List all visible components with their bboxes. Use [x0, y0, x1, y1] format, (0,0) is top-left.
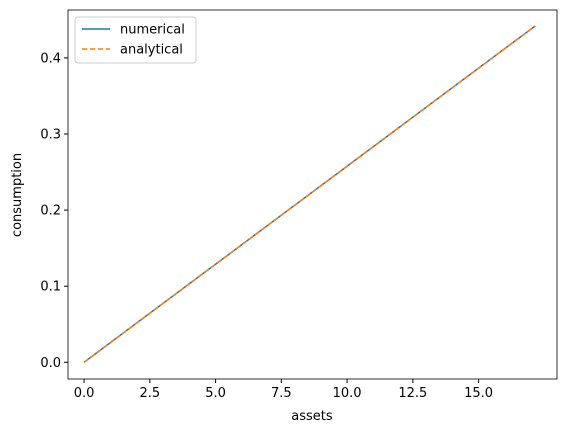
x-tick-label: 12.5 — [398, 386, 427, 401]
series-line — [83, 25, 536, 363]
x-tick-label: 10.0 — [333, 386, 362, 401]
legend-label: analytical — [120, 43, 183, 58]
y-tick-label: 0.1 — [40, 280, 61, 295]
x-tick-label: 5.0 — [205, 386, 226, 401]
x-axis-label: assets — [291, 409, 333, 424]
legend-label: numerical — [120, 23, 185, 38]
y-tick-label: 0.2 — [40, 204, 61, 219]
y-tick-label: 0.4 — [40, 51, 61, 66]
x-tick-label: 15.0 — [464, 386, 493, 401]
plot-frame — [67, 9, 558, 380]
x-tick-label: 7.5 — [271, 386, 292, 401]
y-tick-label: 0.3 — [40, 128, 61, 143]
x-tick-label: 0.0 — [74, 386, 95, 401]
y-tick-label: 0.0 — [40, 356, 61, 371]
x-tick-label: 2.5 — [139, 386, 160, 401]
y-axis-label: consumption — [10, 153, 25, 237]
legend: numerical analytical — [74, 16, 197, 64]
